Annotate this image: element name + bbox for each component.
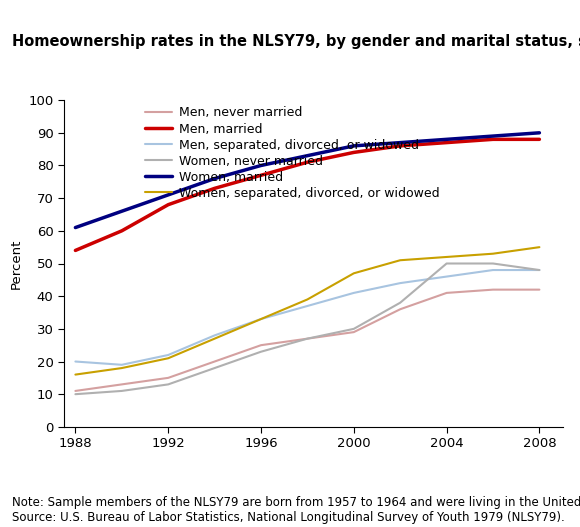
Men, never married <box>350 329 357 335</box>
Women, separated, divorced, or widowed <box>490 250 496 257</box>
Men, never married <box>443 290 450 296</box>
Line: Men, separated, divorced, or widowed: Men, separated, divorced, or widowed <box>75 270 539 365</box>
Text: Note: Sample members of the NLSY79 are born from 1957 to 1964 and were living in: Note: Sample members of the NLSY79 are b… <box>12 496 580 524</box>
Men, separated, divorced, or widowed <box>490 267 496 273</box>
Men, separated, divorced, or widowed <box>211 332 218 338</box>
Men, married <box>165 201 172 208</box>
Women, married <box>118 208 125 214</box>
Women, married <box>397 140 404 146</box>
Men, separated, divorced, or widowed <box>304 303 311 309</box>
Women, married <box>536 130 543 136</box>
Women, married <box>72 225 79 231</box>
Men, married <box>490 136 496 142</box>
Men, married <box>72 247 79 253</box>
Men, separated, divorced, or widowed <box>350 290 357 296</box>
Men, married <box>258 172 264 179</box>
Women, separated, divorced, or widowed <box>443 254 450 260</box>
Women, married <box>165 192 172 198</box>
Women, separated, divorced, or widowed <box>165 355 172 362</box>
Men, never married <box>304 336 311 342</box>
Men, married <box>211 185 218 191</box>
Men, married <box>443 140 450 146</box>
Women, never married <box>490 260 496 267</box>
Women, married <box>490 133 496 139</box>
Men, separated, divorced, or widowed <box>258 316 264 322</box>
Women, separated, divorced, or widowed <box>304 296 311 302</box>
Women, married <box>350 143 357 149</box>
Men, never married <box>490 287 496 293</box>
Women, married <box>211 175 218 182</box>
Women, never married <box>350 326 357 332</box>
Men, married <box>118 228 125 234</box>
Women, married <box>443 136 450 142</box>
Women, never married <box>258 348 264 355</box>
Y-axis label: Percent: Percent <box>10 238 23 289</box>
Line: Men, married: Men, married <box>75 139 539 250</box>
Men, separated, divorced, or widowed <box>72 358 79 365</box>
Women, never married <box>118 388 125 394</box>
Women, separated, divorced, or widowed <box>350 270 357 277</box>
Men, separated, divorced, or widowed <box>165 352 172 358</box>
Line: Women, separated, divorced, or widowed: Women, separated, divorced, or widowed <box>75 247 539 375</box>
Men, never married <box>397 306 404 313</box>
Women, never married <box>211 365 218 371</box>
Text: Homeownership rates in the NLSY79, by gender and marital status, selected years: Homeownership rates in the NLSY79, by ge… <box>12 34 580 49</box>
Men, married <box>397 143 404 149</box>
Women, never married <box>397 299 404 306</box>
Legend: Men, never married, Men, married, Men, separated, divorced, or widowed, Women, n: Men, never married, Men, married, Men, s… <box>145 106 439 200</box>
Men, married <box>350 149 357 155</box>
Women, separated, divorced, or widowed <box>118 365 125 371</box>
Women, never married <box>443 260 450 267</box>
Line: Men, never married: Men, never married <box>75 290 539 391</box>
Men, separated, divorced, or widowed <box>443 274 450 280</box>
Women, never married <box>304 336 311 342</box>
Men, separated, divorced, or widowed <box>536 267 543 273</box>
Women, separated, divorced, or widowed <box>397 257 404 264</box>
Women, separated, divorced, or widowed <box>72 372 79 378</box>
Men, never married <box>72 388 79 394</box>
Women, married <box>258 162 264 169</box>
Women, never married <box>536 267 543 273</box>
Men, never married <box>536 287 543 293</box>
Men, married <box>536 136 543 142</box>
Line: Women, never married: Women, never married <box>75 264 539 394</box>
Men, married <box>304 159 311 165</box>
Women, never married <box>72 391 79 397</box>
Men, never married <box>165 375 172 381</box>
Men, never married <box>211 358 218 365</box>
Women, married <box>304 152 311 159</box>
Men, never married <box>258 342 264 348</box>
Men, never married <box>118 381 125 387</box>
Women, separated, divorced, or widowed <box>258 316 264 322</box>
Women, separated, divorced, or widowed <box>536 244 543 250</box>
Women, never married <box>165 381 172 387</box>
Line: Women, married: Women, married <box>75 133 539 228</box>
Men, separated, divorced, or widowed <box>397 280 404 286</box>
Men, separated, divorced, or widowed <box>118 362 125 368</box>
Women, separated, divorced, or widowed <box>211 336 218 342</box>
